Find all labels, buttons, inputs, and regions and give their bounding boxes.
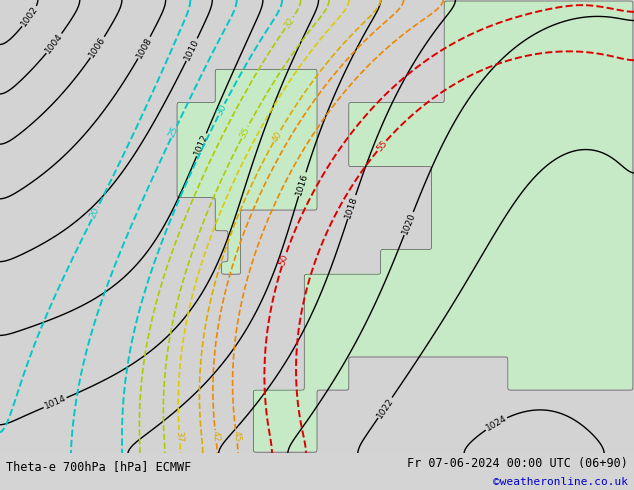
Text: 1006: 1006 xyxy=(87,35,108,59)
Text: 1008: 1008 xyxy=(134,35,153,60)
Text: 30: 30 xyxy=(215,102,228,117)
Text: 50: 50 xyxy=(278,252,290,267)
Text: 55: 55 xyxy=(375,139,389,153)
Text: 40: 40 xyxy=(270,129,283,144)
Text: 1014: 1014 xyxy=(43,394,67,411)
Text: 32: 32 xyxy=(282,16,296,30)
Text: 37: 37 xyxy=(175,431,184,443)
Text: 45: 45 xyxy=(231,431,242,443)
Text: Fr 07-06-2024 00:00 UTC (06+90): Fr 07-06-2024 00:00 UTC (06+90) xyxy=(407,457,628,470)
Text: 1004: 1004 xyxy=(44,32,65,55)
Text: 35: 35 xyxy=(238,125,252,140)
Text: 1022: 1022 xyxy=(375,396,395,419)
Text: 1020: 1020 xyxy=(400,211,417,236)
Text: 1024: 1024 xyxy=(484,414,508,433)
Text: 1010: 1010 xyxy=(183,37,201,62)
Text: 25: 25 xyxy=(167,125,180,139)
Text: 1018: 1018 xyxy=(344,195,359,220)
Text: 42: 42 xyxy=(210,431,221,443)
Text: 20: 20 xyxy=(88,206,101,220)
Text: 1012: 1012 xyxy=(193,133,210,157)
Text: 1002: 1002 xyxy=(20,4,40,28)
Text: ©weatheronline.co.uk: ©weatheronline.co.uk xyxy=(493,477,628,487)
Text: 1016: 1016 xyxy=(295,172,310,196)
Text: Theta-e 700hPa [hPa] ECMWF: Theta-e 700hPa [hPa] ECMWF xyxy=(6,460,191,473)
